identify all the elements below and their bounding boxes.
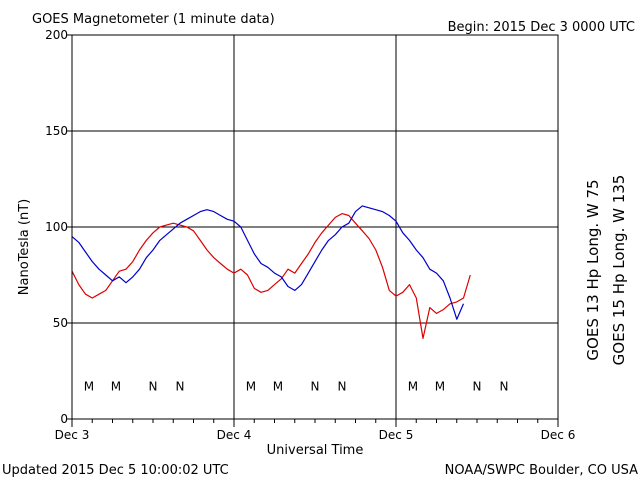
marker-layer: M N M N M NM N M N M N	[84, 379, 509, 393]
series-line-goes15	[71, 205, 465, 320]
y-tick-label: 50	[53, 316, 68, 330]
x-tick-label: Dec 3	[55, 428, 90, 442]
goes15-marker-n: N	[176, 379, 185, 393]
goes15-marker-n: N	[500, 379, 509, 393]
y-axis-label: NanoTesla (nT)	[17, 199, 32, 295]
series-line-goes13	[71, 213, 471, 339]
tick-layer: 0 50 100 150 200 Dec 3 Dec 4 Dec 5 Dec 6	[45, 28, 575, 442]
legend-goes13: GOES 13 Hp Long. W 75	[584, 179, 602, 360]
x-tick-label: Dec 4	[217, 428, 252, 442]
series-layer	[71, 205, 471, 339]
goes13-marker-m: M	[246, 379, 256, 393]
x-tick-label: Dec 5	[379, 428, 414, 442]
chart-title: GOES Magnetometer (1 minute data)	[32, 12, 275, 27]
goes13-marker-m: M	[408, 379, 418, 393]
goes15-marker-m: M	[273, 379, 283, 393]
y-tick-label: 200	[45, 28, 68, 42]
goes15-marker-m: M	[111, 379, 121, 393]
goes13-marker-n: N	[149, 379, 158, 393]
x-axis-label: Universal Time	[267, 443, 364, 458]
grid-layer	[72, 35, 558, 419]
x-tick-label: Dec 6	[541, 428, 576, 442]
legend-goes15: GOES 15 Hp Long. W 135	[610, 175, 628, 366]
y-tick-label: 150	[45, 124, 68, 138]
plot-frame	[71, 34, 559, 420]
credit-label: NOAA/SWPC Boulder, CO USA	[445, 463, 638, 478]
goes13-marker-n: N	[473, 379, 482, 393]
goes15-marker-n: N	[338, 379, 347, 393]
goes15-marker-m: M	[435, 379, 445, 393]
goes13-marker-m: M	[84, 379, 94, 393]
y-tick-label: 0	[60, 412, 68, 426]
y-tick-label: 100	[45, 220, 68, 234]
updated-timestamp: Updated 2015 Dec 5 10:00:02 UTC	[2, 463, 229, 478]
begin-time-label: Begin: 2015 Dec 3 0000 UTC	[448, 20, 635, 35]
goes13-marker-n: N	[311, 379, 320, 393]
